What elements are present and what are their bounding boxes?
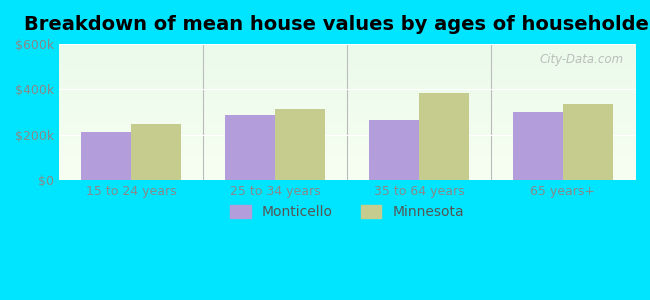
Bar: [563, 104, 614, 180]
Bar: [275, 109, 326, 180]
Text: City-Data.com: City-Data.com: [540, 53, 623, 66]
Bar: [225, 116, 275, 180]
Bar: [369, 120, 419, 180]
Bar: [131, 124, 181, 180]
Legend: Monticello, Minnesota: Monticello, Minnesota: [224, 200, 470, 225]
Bar: [81, 133, 131, 180]
Bar: [419, 93, 469, 180]
Bar: [513, 112, 563, 180]
Title: Breakdown of mean house values by ages of householders: Breakdown of mean house values by ages o…: [24, 15, 650, 34]
